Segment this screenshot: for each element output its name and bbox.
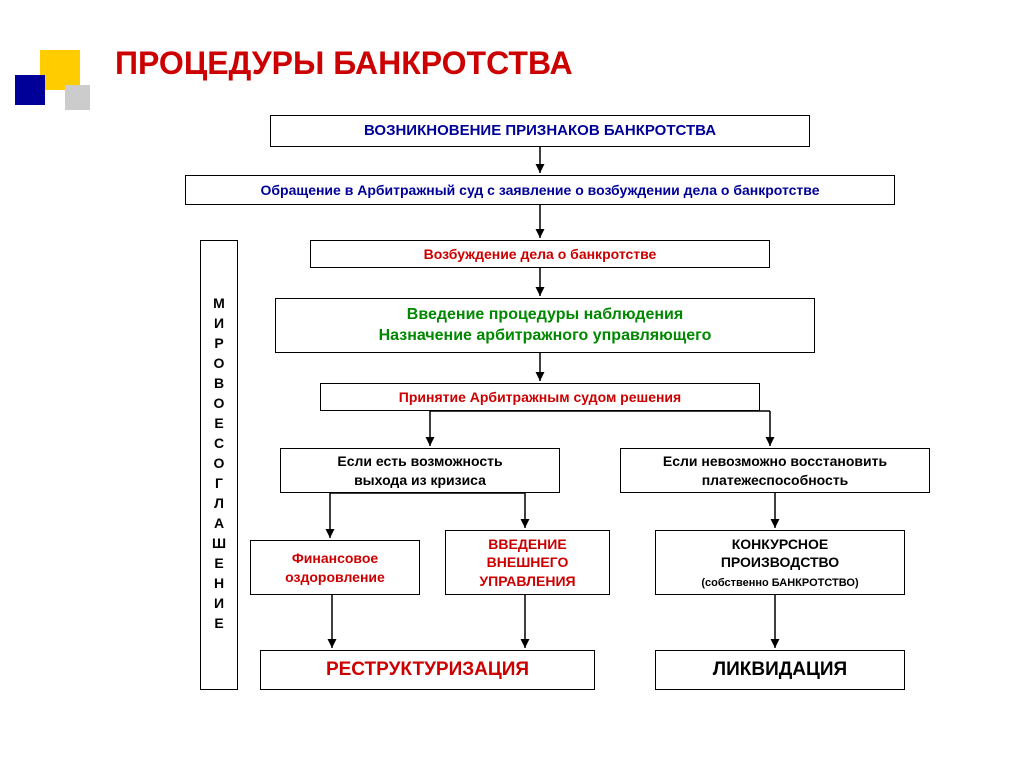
arrows-layer: [0, 0, 1024, 767]
